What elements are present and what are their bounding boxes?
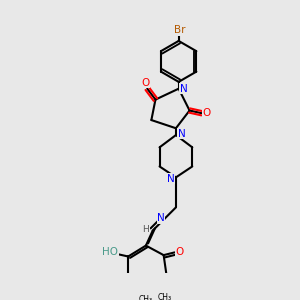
Text: HO: HO [102, 248, 119, 257]
Text: H: H [142, 225, 149, 234]
Text: CH₃: CH₃ [139, 295, 153, 300]
Text: O: O [202, 108, 211, 118]
Text: O: O [141, 78, 149, 88]
Text: O: O [175, 248, 184, 257]
Text: N: N [167, 174, 174, 184]
Text: N: N [157, 213, 165, 223]
Text: N: N [178, 129, 185, 139]
Text: CH₃: CH₃ [158, 293, 172, 300]
Text: Br: Br [174, 25, 186, 35]
Text: N: N [180, 84, 188, 94]
